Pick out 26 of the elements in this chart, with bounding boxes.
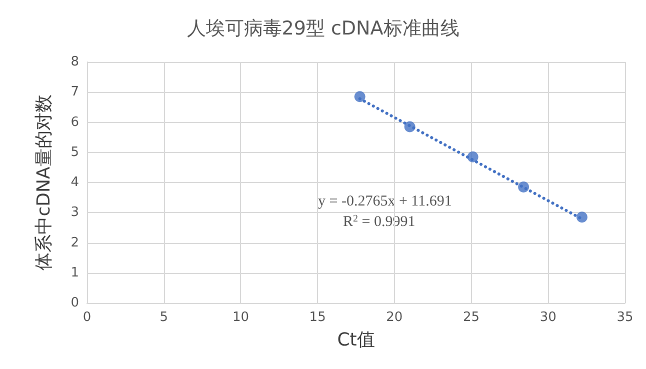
y-tick-label: 0 (70, 296, 79, 310)
x-tick-label: 15 (309, 310, 326, 325)
x-axis-title: Ct值 (337, 330, 375, 350)
point (576, 212, 588, 223)
point (467, 151, 478, 162)
x-tick-label: 10 (232, 310, 249, 325)
y-axis-title: 体系中cDNA量的对数 (34, 94, 54, 270)
y-tick-label: 7 (70, 84, 79, 100)
y-tick-label: 1 (70, 265, 79, 280)
y-tick-label: 2 (70, 235, 79, 250)
point (404, 121, 416, 132)
point (518, 182, 530, 193)
annotation: y = -0.2765x + 11.691 (318, 194, 452, 210)
y-tick-label: 5 (70, 144, 79, 160)
y-tick-label: 3 (70, 205, 79, 220)
y-tick-label: 8 (70, 54, 79, 70)
x-tick-label: 0 (82, 310, 92, 325)
y-tick-label: 4 (70, 175, 79, 190)
x-tick-label: 20 (386, 310, 403, 325)
chart-title: 人埃可病毒29型 cDNA标准曲线 (186, 18, 460, 40)
x-tick-label: 30 (540, 310, 556, 325)
y-tick-label: 6 (70, 114, 79, 130)
point (354, 91, 366, 102)
x-tick-label: 25 (463, 310, 480, 325)
x-tick-label: 35 (616, 310, 634, 325)
x-tick-label: 5 (160, 310, 168, 325)
